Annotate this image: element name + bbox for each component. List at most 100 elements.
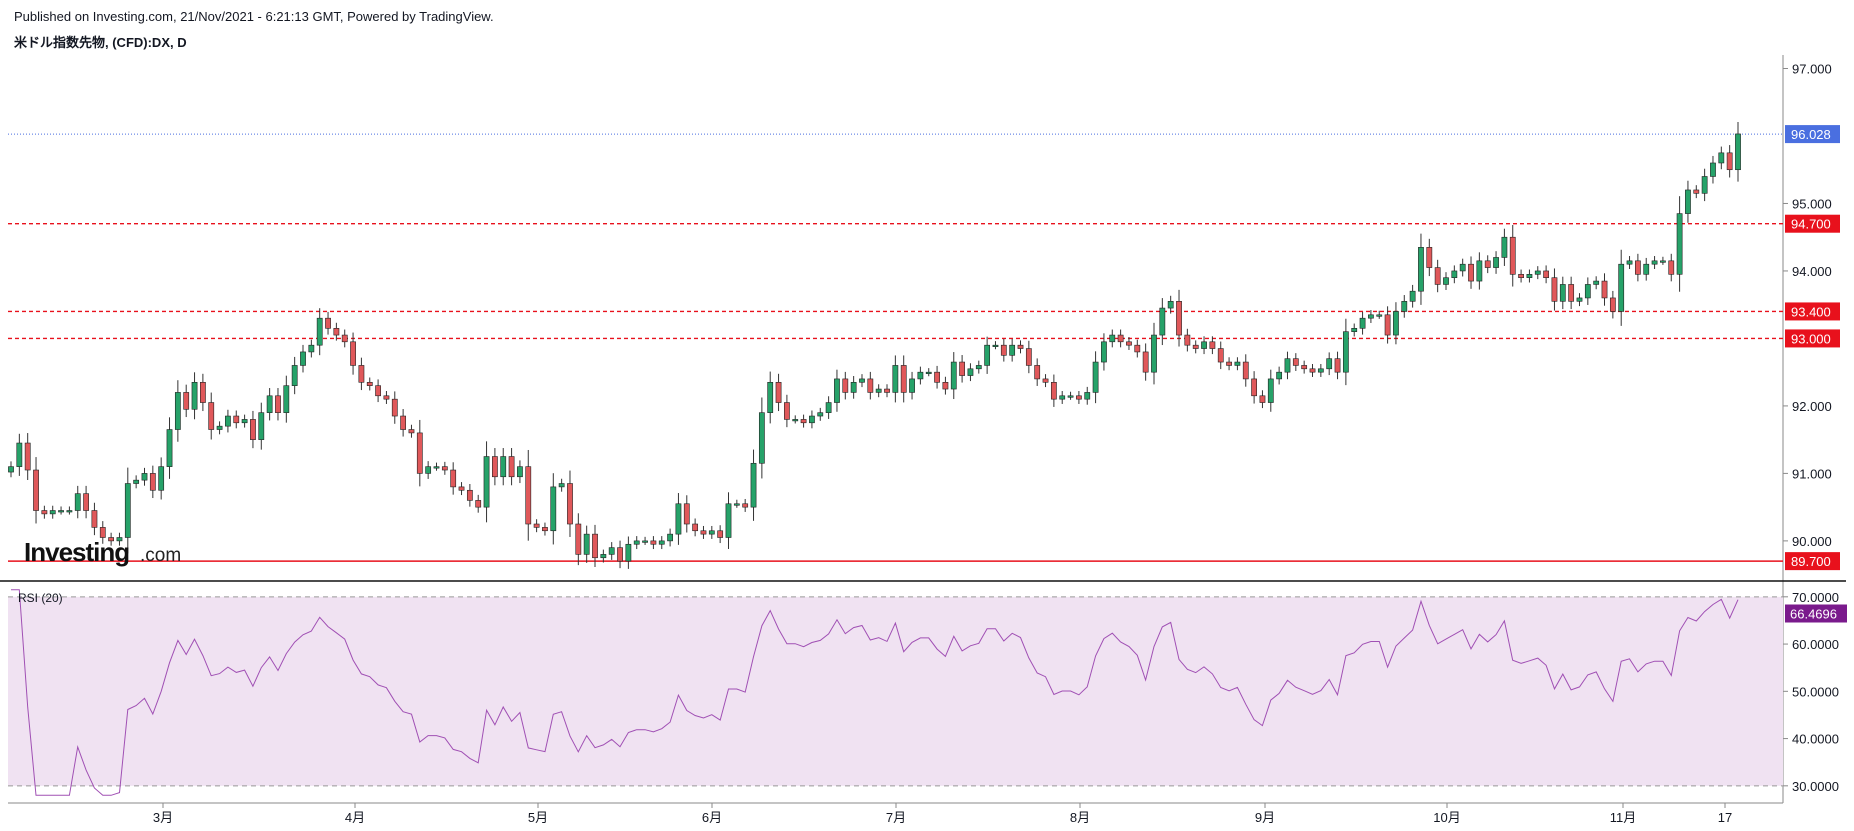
candle [300,344,306,373]
candle [884,384,890,398]
candle [266,388,273,421]
candle [58,506,64,515]
last-price-tag: 96.028 [1785,125,1840,144]
candle [1576,293,1583,307]
candle [1593,276,1600,290]
candle [517,460,523,484]
candle [633,536,640,550]
candle [850,376,857,399]
candle [1092,351,1099,404]
time-tick-label: 11月 [1610,810,1637,825]
candle [967,363,974,382]
candle [575,513,582,566]
candle [1726,145,1733,178]
rsi-tick-label: 60.0000 [1792,637,1839,652]
candle [1025,340,1032,374]
level-price-tag: 94.700 [1785,214,1840,233]
published-note: Published on Investing.com, 21/Nov/2021 … [14,9,494,24]
candle [1267,369,1274,412]
candle [1668,253,1675,282]
candle [825,396,832,419]
time-tick-label: 3月 [153,810,173,825]
candle [1609,290,1616,319]
candle [934,365,940,389]
candle [83,485,89,519]
candle [1426,238,1433,277]
candle [1059,391,1066,404]
candle [542,522,548,536]
candle [366,377,373,391]
candle [283,375,290,423]
candle [834,369,840,412]
candle [1259,390,1266,409]
candle [433,462,440,471]
candle [1084,386,1091,405]
candle [1009,338,1016,362]
candle [1050,374,1057,407]
candle [1710,155,1716,184]
candle [1126,337,1132,350]
candle [1568,276,1575,310]
candle [1509,224,1516,287]
time-tick-label: 6月 [702,810,722,825]
candle [416,419,423,487]
candle [333,322,340,341]
candle [1685,180,1691,223]
candle [650,536,657,550]
candle [49,505,56,519]
candle [1184,328,1191,352]
candle [1284,351,1291,380]
candle [608,542,615,560]
time-tick-label: 5月 [528,810,548,825]
time-tick-label: 4月 [345,810,365,825]
candle [275,388,281,421]
candle [1601,273,1608,306]
candle [725,492,732,549]
candle [900,355,907,403]
candle [1493,251,1499,274]
level-price-tag: 93.000 [1785,329,1840,348]
candle [258,402,265,450]
candle [617,540,623,569]
candle [425,461,432,479]
candle [1209,336,1216,355]
candle [959,355,965,383]
candle [375,379,381,403]
rsi-band [8,596,1783,786]
candle [483,441,490,523]
candle [149,465,156,499]
candle [675,493,682,545]
candle [391,391,398,424]
candle [1618,249,1625,326]
candle [1000,338,1007,362]
candle [216,421,223,435]
candle [1418,233,1424,305]
investing-logo: Investing .com [24,537,181,567]
candle [1401,295,1408,318]
candle [1151,322,1157,385]
candle [1459,258,1466,277]
candle [625,536,632,569]
candle [809,410,815,429]
candle [1701,168,1708,202]
svg-text:96.028: 96.028 [1791,127,1831,142]
rsi-label: RSI (20) [18,591,63,605]
candle [166,417,173,479]
candle [1451,265,1458,284]
candle [733,499,740,508]
time-tick-label: 17 [1718,810,1732,825]
candle [817,407,824,421]
candle [1176,289,1182,347]
candle [842,371,849,400]
candle [1017,340,1024,354]
candle [250,410,256,449]
candle [1393,302,1399,345]
rsi-tick-label: 40.0000 [1792,732,1839,747]
candle [1309,364,1316,377]
candle [1251,371,1257,404]
candle [683,495,690,533]
svg-text:93.400: 93.400 [1791,304,1831,319]
candle [667,528,673,547]
candle [8,461,14,478]
